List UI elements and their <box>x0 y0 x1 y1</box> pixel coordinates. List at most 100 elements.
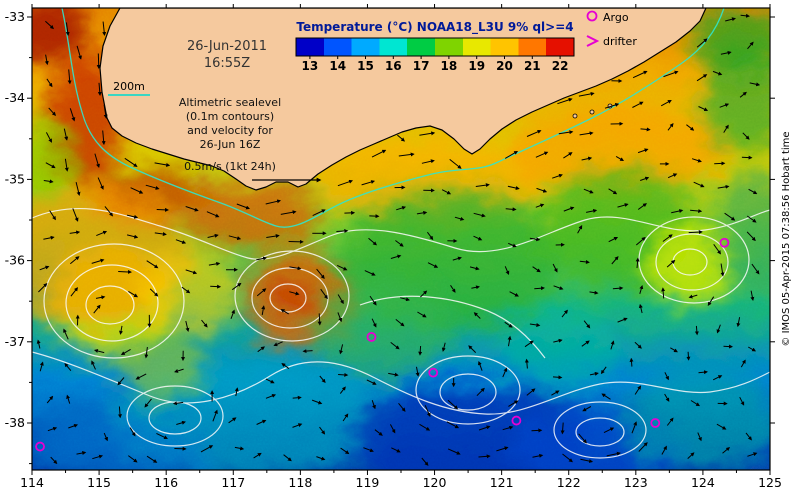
velocity-arrow <box>562 453 573 463</box>
velocity-arrow <box>103 432 108 442</box>
velocity-arrow <box>261 305 266 316</box>
velocity-arrow <box>696 38 708 48</box>
velocity-arrow <box>44 54 49 66</box>
velocity-arrow <box>253 452 262 459</box>
velocity-arrow <box>39 361 44 372</box>
velocity-arrow <box>156 432 168 440</box>
velocity-arrow <box>745 432 752 441</box>
velocity-arrow <box>342 413 349 422</box>
velocity-arrow <box>232 282 242 291</box>
velocity-arrow <box>415 366 420 377</box>
datetime-line1: 26-Jun-2011 <box>187 39 267 54</box>
velocity-arrow <box>534 286 545 291</box>
velocity-arrow <box>725 17 736 22</box>
velocity-arrow <box>450 285 456 293</box>
contour-ring <box>655 233 729 291</box>
velocity-arrow <box>50 456 58 465</box>
colorbar-gradient <box>295 37 575 57</box>
velocity-arrow <box>212 409 218 422</box>
contour-ring <box>439 373 497 411</box>
velocity-arrow <box>93 304 101 314</box>
velocity-arrow <box>667 123 674 131</box>
velocity-arrow <box>720 263 725 277</box>
velocity-arrow <box>364 270 376 276</box>
velocity-arrow <box>601 393 611 400</box>
velocity-arrow <box>316 268 325 280</box>
velocity-arrow <box>581 156 593 161</box>
velocity-arrow <box>175 239 187 244</box>
colorbar-ticks: 13 14 15 16 17 18 19 20 21 22 <box>302 56 568 73</box>
argo-float-marker <box>719 237 730 248</box>
velocity-arrow <box>671 209 684 214</box>
velocity-arrow <box>661 287 666 299</box>
velocity-arrow <box>70 287 79 297</box>
velocity-arrow <box>145 184 160 190</box>
velocity-arrow <box>504 151 519 159</box>
velocity-arrow <box>558 130 574 135</box>
velocity-arrow <box>504 321 513 328</box>
velocity-arrow <box>117 406 122 419</box>
velocity-arrow <box>43 179 54 184</box>
velocity-arrow <box>579 259 590 264</box>
velocity-arrow <box>128 290 139 298</box>
velocity-arrow <box>502 425 514 431</box>
velocity-arrow <box>698 106 709 112</box>
colorbar-tick-label: 14 <box>329 59 346 73</box>
velocity-arrow <box>257 346 265 353</box>
velocity-arrow <box>693 181 705 188</box>
velocity-arrow <box>749 82 761 87</box>
velocity-arrow <box>688 294 698 299</box>
x-axis-ticks: 114 115 116 117 118 119 120 121 122 123 124 125 <box>20 4 782 490</box>
velocity-arrow <box>65 22 70 36</box>
velocity-arrow <box>317 313 322 326</box>
velocity-arrow <box>43 235 55 240</box>
y-axis-ticks: -33 -34 -35 -36 -37 -38 <box>5 9 775 465</box>
x-tick-label: 120 <box>423 475 447 490</box>
velocity-arrow <box>686 124 695 131</box>
x-tick-label: 115 <box>87 475 111 490</box>
velocity-arrow <box>426 231 434 241</box>
velocity-arrow <box>526 129 542 137</box>
velocity-arrow <box>398 152 415 157</box>
velocity-arrow <box>311 399 323 405</box>
velocity-arrow <box>552 263 558 273</box>
velocity-arrow <box>424 405 431 418</box>
velocity-arrow <box>421 159 435 164</box>
velocity-arrow <box>265 199 282 205</box>
velocity-arrow <box>280 309 289 315</box>
x-tick-label: 121 <box>490 475 514 490</box>
velocity-arrow <box>608 188 618 195</box>
velocity-arrow <box>146 260 159 269</box>
contour-ring <box>553 401 647 459</box>
argo-float-marker <box>650 418 661 428</box>
velocity-arrow <box>97 177 104 190</box>
velocity-arrow <box>478 454 491 459</box>
velocity-arrow <box>476 387 485 397</box>
island <box>589 109 595 115</box>
velocity-arrow <box>452 256 462 261</box>
colorbar-tick-label: 19 <box>468 59 485 73</box>
velocity-arrow <box>66 394 71 404</box>
velocity-arrow <box>339 344 344 355</box>
velocity-arrow <box>68 423 79 429</box>
velocity-arrow <box>128 455 138 463</box>
velocity-scale-label: 0.5m/s (1kt 24h) <box>184 160 276 173</box>
velocity-arrow <box>502 367 508 378</box>
velocity-arrow <box>201 319 208 328</box>
velocity-arrow <box>670 347 678 353</box>
x-tick-label: 124 <box>691 475 715 490</box>
velocity-arrow <box>449 159 462 169</box>
velocity-arrow <box>532 266 541 273</box>
velocity-arrow <box>75 181 81 196</box>
velocity-arrow <box>717 184 730 189</box>
velocity-arrow <box>617 203 629 208</box>
velocity-arrow <box>76 451 87 455</box>
velocity-arrow <box>416 210 428 215</box>
velocity-arrow <box>265 394 277 399</box>
velocity-arrow <box>206 211 220 218</box>
velocity-arrow <box>421 457 429 466</box>
velocity-arrow <box>560 422 565 435</box>
velocity-arrow <box>234 446 245 451</box>
velocity-arrow <box>49 210 56 221</box>
velocity-arrow <box>722 447 731 454</box>
